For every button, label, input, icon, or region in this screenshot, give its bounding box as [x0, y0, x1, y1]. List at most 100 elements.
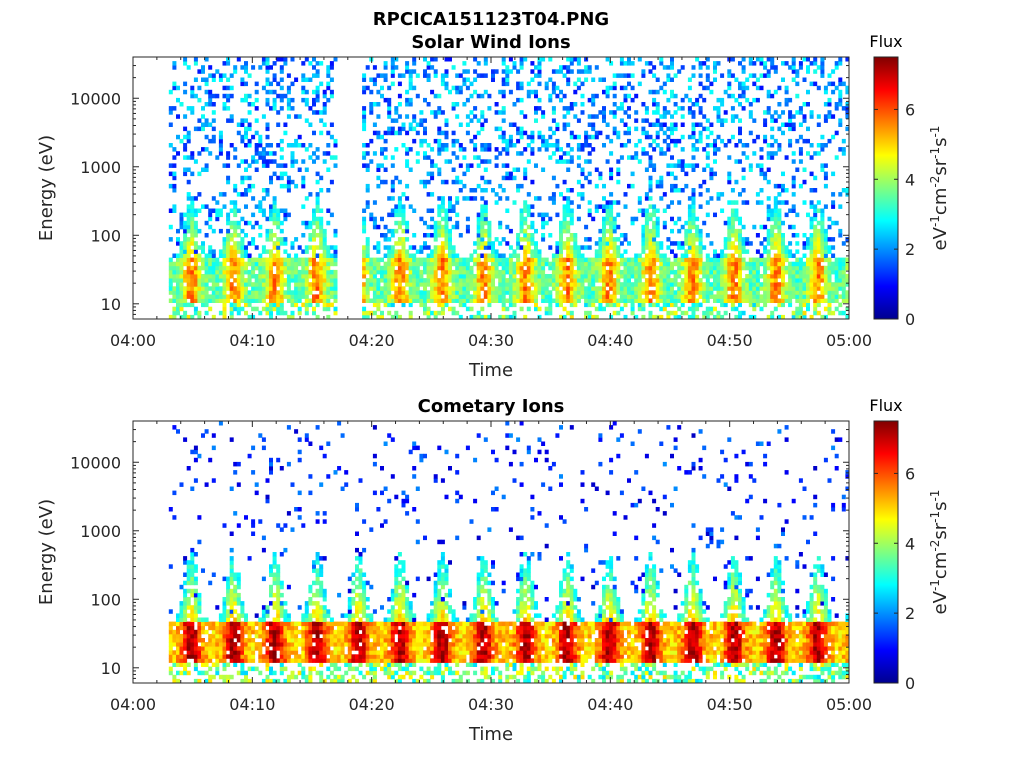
spectrogram-cell [820, 274, 825, 279]
spectrogram-cell [659, 265, 664, 271]
spectrogram-cell [641, 151, 646, 156]
spectrogram-cell [265, 261, 270, 267]
spectrogram-cell [272, 278, 277, 283]
spectrogram-cell [623, 73, 628, 78]
spectrogram-cell [777, 265, 782, 271]
spectrogram-cell [713, 65, 717, 70]
spectrogram-cell [827, 290, 832, 295]
spectrogram-cell [748, 57, 753, 62]
spectrogram-cell [745, 249, 750, 254]
spectrogram-cell [312, 212, 316, 218]
spectrogram-cell [197, 192, 202, 197]
spectrogram-cell [802, 179, 807, 185]
spectrogram-cell [730, 241, 735, 246]
spectrogram-cell [705, 282, 710, 287]
spectrogram-cell [190, 85, 195, 91]
spectrogram-cell [791, 114, 796, 119]
spectrogram-cell [598, 278, 603, 283]
spectrogram-cell [437, 278, 442, 283]
spectrogram-cell [218, 134, 223, 140]
spectrogram-cell [405, 274, 410, 279]
spectrogram-cell [816, 208, 821, 213]
spectrogram-cell [605, 159, 610, 164]
spectrogram-cell [405, 220, 410, 226]
spectrogram-cell [773, 237, 778, 242]
spectrogram-cell [236, 57, 241, 62]
spectrogram-cell [272, 77, 277, 82]
spectrogram-cell [397, 265, 402, 271]
spectrogram-cell [802, 114, 807, 119]
spectrogram-cell [412, 233, 417, 238]
spectrogram-cell [798, 61, 803, 66]
spectrogram-cell [820, 241, 825, 246]
spectrogram-cell [584, 175, 589, 181]
spectrogram-cell [763, 302, 768, 308]
spectrogram-cell [644, 237, 649, 242]
spectrogram-cell [709, 306, 714, 312]
spectrogram-cell [505, 269, 510, 275]
spectrogram-cell [193, 196, 198, 201]
spectrogram-cell [251, 102, 256, 107]
spectrogram-cell [716, 298, 721, 303]
spectrogram-cell [816, 200, 821, 205]
spectrogram-cell [773, 224, 778, 230]
spectrogram-cell [777, 261, 782, 267]
spectrogram-cell [286, 253, 291, 258]
spectrogram-cell [505, 261, 510, 267]
spectrogram-cell [766, 57, 771, 62]
spectrogram-cell [537, 257, 542, 263]
spectrogram-cell [777, 85, 782, 91]
spectrogram-cell [548, 261, 553, 267]
spectrogram-cell [777, 224, 782, 230]
spectrogram-cell [362, 224, 367, 230]
spectrogram-cell [465, 286, 470, 291]
spectrogram-cell [648, 269, 653, 275]
spectrogram-cell [258, 269, 263, 275]
spectrogram-cell [670, 188, 674, 193]
spectrogram-cell [236, 290, 241, 295]
spectrogram-cell [752, 257, 757, 263]
spectrogram-cell [602, 257, 606, 263]
spectrogram-cell [190, 314, 195, 320]
spectrogram-cell [505, 77, 510, 82]
spectrogram-cell [233, 69, 238, 74]
spectrogram-cell [838, 265, 843, 271]
spectrogram-cell [408, 265, 413, 271]
spectrogram-cell [566, 167, 571, 172]
spectrogram-cell [598, 269, 603, 275]
spectrogram-cell [279, 69, 284, 74]
spectrogram-cell [394, 106, 399, 111]
spectrogram-cell [727, 274, 732, 279]
spectrogram-cell [755, 85, 760, 91]
spectrogram-cell [827, 138, 832, 144]
spectrogram-cell [594, 257, 599, 263]
spectrogram-cell [312, 57, 316, 62]
spectrogram-cell [630, 155, 635, 160]
spectrogram-cell [695, 237, 700, 242]
spectrogram-cell [798, 306, 803, 312]
spectrogram-cell [229, 143, 234, 148]
spectrogram-cell [444, 286, 449, 291]
spectrogram-cell [480, 204, 485, 209]
spectrogram-cell [698, 61, 703, 66]
spectrogram-cell [498, 261, 503, 267]
spectrogram-cell [229, 93, 234, 99]
spectrogram-cell [813, 298, 818, 303]
spectrogram-cell [541, 57, 546, 62]
spectrogram-cell [512, 102, 517, 107]
spectrogram-cell [451, 278, 456, 283]
spectrogram-cell [523, 228, 528, 234]
spectrogram-cell [426, 269, 431, 275]
spectrogram-cell [691, 143, 696, 148]
spectrogram-cell [634, 286, 639, 291]
spectrogram-cell [476, 286, 481, 291]
spectrogram-cell [795, 257, 800, 263]
spectrogram-cell [602, 298, 606, 303]
spectrogram-cell [738, 228, 742, 234]
spectrogram-cell [619, 118, 624, 123]
spectrogram-cell [494, 147, 499, 152]
spectrogram-cell [705, 163, 710, 168]
spectrogram-cell [433, 269, 438, 275]
spectrogram-cell [713, 151, 717, 156]
spectrogram-cell [580, 294, 585, 299]
